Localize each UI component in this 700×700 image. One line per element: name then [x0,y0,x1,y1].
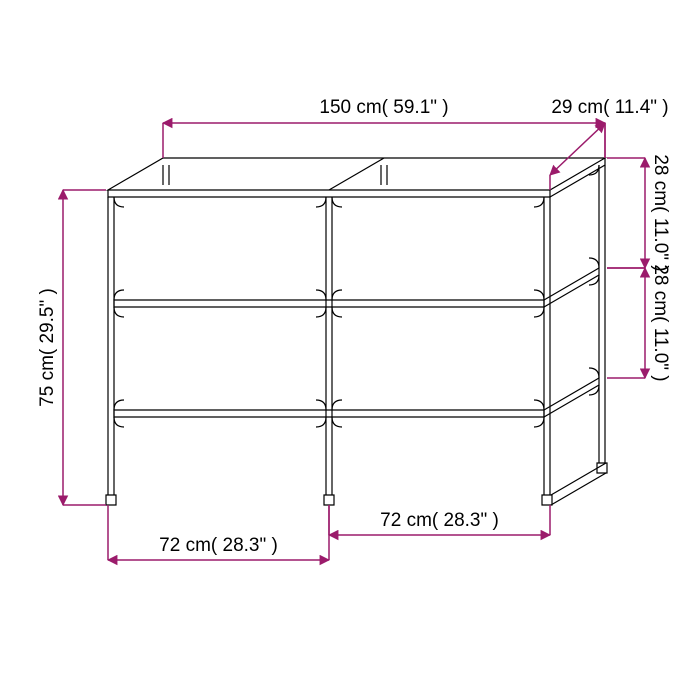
front-leg-mid-foot [324,495,334,505]
dim-tier-lower-label: 28 cm( 11.0" ) [650,264,671,381]
dim-depth [550,123,605,175]
shelf-2-front [114,300,544,307]
bracket [316,417,326,427]
back-leg-left [163,165,169,185]
bracket [534,197,544,207]
top-shelf-front-edge [108,190,550,197]
dim-half-right-label: 72 cm( 28.3" ) [380,510,499,531]
bracket [534,400,544,410]
bracket [114,417,124,427]
back-leg-right [599,165,605,463]
shelf-3-side [544,378,599,417]
bracket [316,400,326,410]
bracket [589,258,599,268]
front-leg-left-foot [106,495,116,505]
bracket [332,197,342,207]
bracket [534,417,544,427]
bracket [114,307,124,317]
bracket [332,400,342,410]
shelf-3-front [114,410,544,417]
right-foot-connect [551,473,606,505]
bracket [332,307,342,317]
bracket [114,290,124,300]
dim-height-label: 75 cm( 29.5" ) [37,288,58,407]
dim-half-left-label: 72 cm( 28.3" ) [159,535,278,556]
dim-width-label: 150 cm( 59.1" ) [319,97,448,118]
bracket [534,307,544,317]
front-leg-right-foot [542,495,552,505]
bracket [114,197,124,207]
bracket [332,290,342,300]
bracket [316,290,326,300]
front-leg-right [544,197,550,495]
bracket [316,307,326,317]
top-shelf-side-edge [550,158,605,197]
dim-depth-label: 29 cm( 11.4" ) [551,97,668,118]
right-foot-connect-2 [551,463,606,495]
dim-tier-upper-label: 28 cm( 11.0" ) [650,154,671,271]
shelf-2-side [544,268,599,307]
bracket [316,197,326,207]
bracket [114,400,124,410]
front-leg-mid [326,197,332,495]
front-leg-left [108,197,114,495]
bracket [534,290,544,300]
bracket [589,368,599,378]
back-leg-mid [381,165,387,185]
top-shelf-seam [329,158,384,190]
bracket [332,417,342,427]
